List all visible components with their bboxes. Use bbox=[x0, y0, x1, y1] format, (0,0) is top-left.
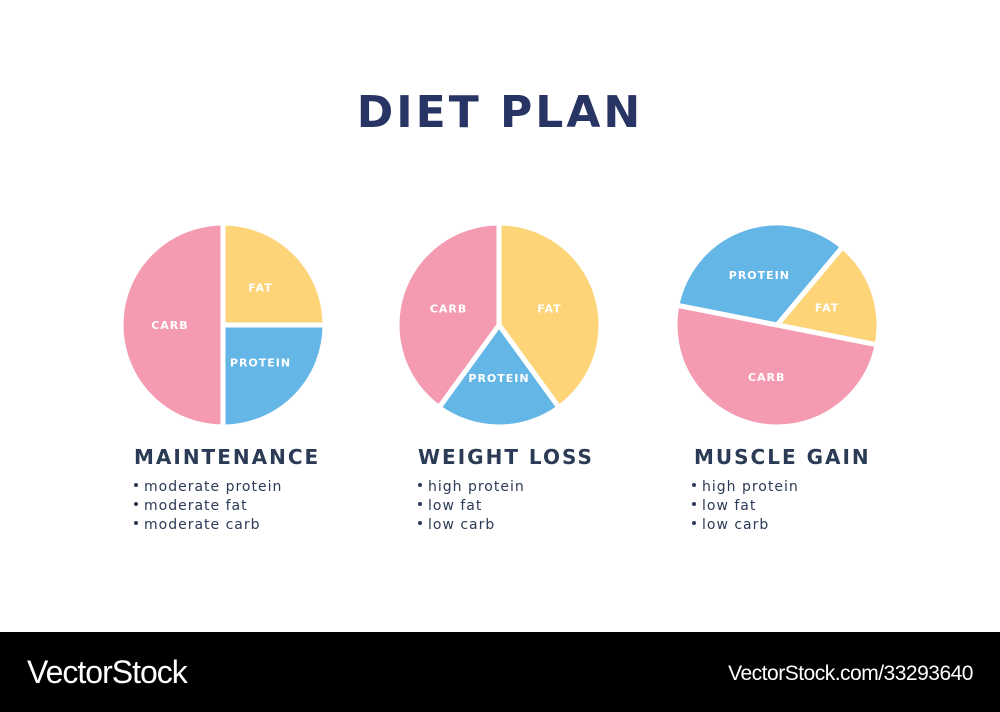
slice-label-fat: FAT bbox=[537, 303, 561, 316]
plan-name: MUSCLE GAIN bbox=[694, 445, 871, 469]
plan-notes-list: moderate protein moderate fat moderate car… bbox=[134, 478, 282, 535]
slice-label-protein: PROTEIN bbox=[729, 269, 790, 282]
bullet-icon bbox=[692, 483, 696, 487]
pie-chart: FAT CARB PROTEIN bbox=[672, 220, 882, 430]
pie-slice-protein bbox=[436, 322, 562, 430]
bullet-icon bbox=[418, 521, 422, 525]
pie-slice-protein bbox=[220, 322, 328, 430]
plan-note: moderate fat bbox=[134, 497, 282, 516]
charts-row: FAT PROTEIN CARB MAINTENANCE moderate protei… bbox=[106, 0, 960, 640]
page-title: DIET PLAN bbox=[356, 87, 644, 138]
plan-note: low fat bbox=[692, 497, 799, 516]
plan-note: low carb bbox=[692, 516, 799, 535]
diet-plan-1: FAT PROTEIN CARB WEIGHT LOSS high protein low… bbox=[382, 0, 682, 640]
diet-plan-0: FAT PROTEIN CARB MAINTENANCE moderate protei… bbox=[106, 0, 406, 640]
bullet-icon bbox=[692, 502, 696, 506]
plan-note: low carb bbox=[418, 516, 525, 535]
pie-chart: FAT PROTEIN CARB bbox=[394, 220, 604, 430]
slice-label-protein: PROTEIN bbox=[468, 372, 529, 385]
bullet-icon bbox=[692, 521, 696, 525]
plan-note: moderate carb bbox=[134, 516, 282, 535]
pie-slice-fat bbox=[220, 220, 328, 328]
plan-name: WEIGHT LOSS bbox=[418, 445, 594, 469]
slice-label-protein: PROTEIN bbox=[230, 357, 291, 370]
footer-bar: VectorStock VectorStock.com/33293640 bbox=[0, 632, 1000, 712]
slice-label-carb: CARB bbox=[430, 303, 467, 316]
bullet-icon bbox=[134, 483, 138, 487]
pie-slice-carb bbox=[118, 220, 226, 430]
plan-notes-list: high protein low fat low carb bbox=[692, 478, 799, 535]
pie-slice-fat bbox=[774, 244, 882, 348]
plan-name: MAINTENANCE bbox=[134, 445, 321, 469]
slice-label-fat: FAT bbox=[248, 281, 272, 294]
pie-slice-protein bbox=[674, 220, 846, 328]
bullet-icon bbox=[134, 521, 138, 525]
plan-notes-list: high protein low fat low carb bbox=[418, 478, 525, 535]
slice-label-fat: FAT bbox=[815, 301, 839, 314]
footer-image-id: VectorStock.com/33293640 bbox=[728, 662, 973, 685]
pie-slice-carb bbox=[672, 302, 880, 430]
bullet-icon bbox=[418, 483, 422, 487]
slice-label-carb: CARB bbox=[151, 319, 188, 332]
bullet-icon bbox=[134, 502, 138, 506]
pie-slice-fat bbox=[496, 220, 604, 411]
plan-note: high protein bbox=[418, 478, 525, 497]
plan-note: moderate protein bbox=[134, 478, 282, 497]
plan-note: high protein bbox=[692, 478, 799, 497]
footer-brand-logo[interactable]: VectorStock bbox=[27, 654, 188, 690]
pie-chart: FAT PROTEIN CARB bbox=[118, 220, 328, 430]
pie-slice-carb bbox=[394, 220, 502, 411]
diet-plan-2: FAT CARB PROTEIN MUSCLE GAIN high protein low… bbox=[660, 0, 960, 640]
plan-note: low fat bbox=[418, 497, 525, 516]
bullet-icon bbox=[418, 502, 422, 506]
slice-label-carb: CARB bbox=[748, 371, 785, 384]
